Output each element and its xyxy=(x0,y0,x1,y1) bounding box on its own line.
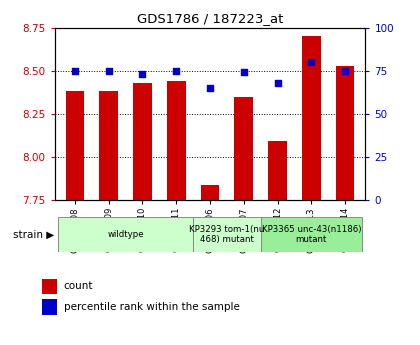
Bar xyxy=(100,91,118,200)
Point xyxy=(308,59,315,65)
Point xyxy=(173,68,180,73)
Bar xyxy=(133,83,152,200)
Bar xyxy=(201,185,219,200)
Point xyxy=(240,70,247,75)
Bar xyxy=(268,141,287,200)
Text: strain ▶: strain ▶ xyxy=(13,230,54,239)
Point xyxy=(274,80,281,86)
Bar xyxy=(336,66,354,200)
Text: percentile rank within the sample: percentile rank within the sample xyxy=(64,302,240,312)
Text: KP3293 tom-1(nu
468) mutant: KP3293 tom-1(nu 468) mutant xyxy=(189,225,265,244)
Bar xyxy=(42,299,57,315)
Bar xyxy=(302,36,320,200)
Title: GDS1786 / 187223_at: GDS1786 / 187223_at xyxy=(137,12,283,25)
Text: count: count xyxy=(64,281,93,291)
Bar xyxy=(42,279,57,294)
Bar xyxy=(58,217,193,252)
Bar xyxy=(261,217,362,252)
Bar xyxy=(234,97,253,200)
Point xyxy=(71,68,78,73)
Bar xyxy=(66,91,84,200)
Point xyxy=(207,85,213,91)
Point xyxy=(139,71,146,77)
Point xyxy=(342,68,349,73)
Text: wildtype: wildtype xyxy=(107,230,144,239)
Bar xyxy=(167,81,186,200)
Point xyxy=(105,68,112,73)
Bar xyxy=(193,217,261,252)
Text: KP3365 unc-43(n1186)
mutant: KP3365 unc-43(n1186) mutant xyxy=(262,225,361,244)
